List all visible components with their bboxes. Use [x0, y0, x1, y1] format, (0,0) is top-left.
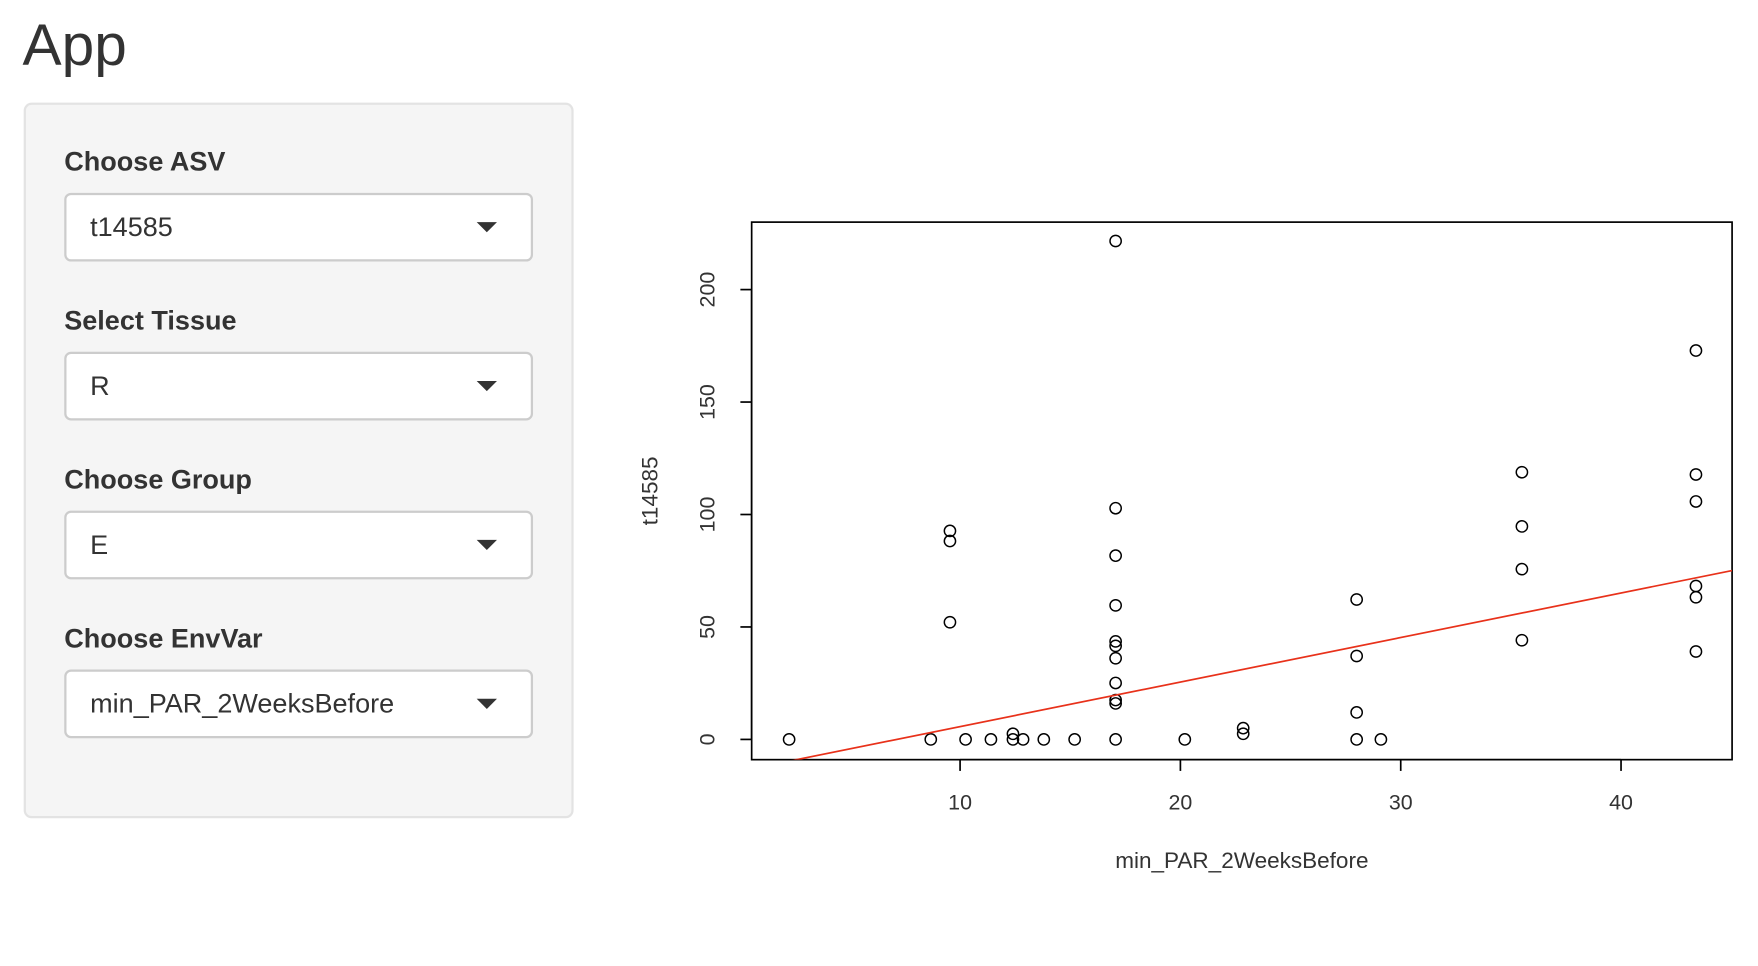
- x-tick-label: 20: [1168, 790, 1192, 814]
- select-input[interactable]: R: [64, 351, 534, 421]
- data-point: [1689, 468, 1703, 481]
- select-box[interactable]: [64, 510, 534, 580]
- data-point: [1515, 562, 1529, 576]
- data-point: [984, 733, 998, 746]
- app-title: App: [23, 13, 127, 78]
- input-label: Choose Group: [64, 464, 252, 494]
- select-value[interactable]: t14585: [90, 212, 173, 242]
- data-point: [1037, 733, 1051, 746]
- data-point: [1109, 634, 1122, 648]
- dropdown-caret[interactable]: [476, 698, 497, 709]
- select-value[interactable]: min_PAR_2WeeksBefore: [90, 689, 394, 719]
- data-point: [1109, 651, 1122, 665]
- data-point: [1109, 676, 1122, 690]
- input-label: Choose EnvVar: [64, 623, 263, 653]
- dropdown-caret[interactable]: [476, 381, 497, 392]
- data-point: [1689, 590, 1703, 604]
- data-point: [1236, 727, 1250, 741]
- data-point: [943, 534, 957, 548]
- y-tick-label: 50: [695, 615, 719, 639]
- data-point: [1236, 721, 1250, 735]
- data-point: [1350, 649, 1364, 663]
- data-point: [1109, 549, 1122, 563]
- x-tick-label: 30: [1389, 790, 1413, 814]
- data-point: [1109, 599, 1122, 612]
- data-point: [1374, 733, 1388, 746]
- data-point: [1689, 645, 1703, 658]
- sidebar-panel: [23, 102, 574, 819]
- data-point: [1515, 520, 1529, 533]
- dropdown-caret[interactable]: [476, 539, 497, 551]
- data-point: [924, 733, 938, 746]
- data-point: [1689, 579, 1703, 593]
- input-label: Select Tissue: [64, 306, 236, 336]
- select-input[interactable]: E: [64, 510, 534, 580]
- y-tick-label: 0: [695, 733, 719, 745]
- input-label: Choose ASV: [64, 147, 225, 177]
- plot-frame: [750, 221, 1733, 761]
- dropdown-caret[interactable]: [476, 222, 497, 233]
- x-tick-label: 10: [948, 790, 972, 814]
- select-box[interactable]: [64, 351, 534, 421]
- y-tick-label: 100: [695, 497, 719, 533]
- select-value[interactable]: E: [90, 530, 108, 560]
- data-point: [943, 615, 957, 629]
- select-value[interactable]: R: [90, 371, 110, 401]
- select-input[interactable]: min_PAR_2WeeksBefore: [64, 669, 534, 739]
- y-axis-label: t14585: [637, 456, 662, 525]
- data-point: [1515, 465, 1529, 479]
- data-point: [1515, 633, 1529, 647]
- regression-line: [792, 569, 1733, 760]
- data-point: [782, 733, 796, 746]
- data-point: [1109, 639, 1122, 653]
- data-point: [1016, 733, 1030, 746]
- y-tick-label: 150: [695, 384, 719, 420]
- y-tick-label: 200: [695, 272, 719, 308]
- plot: 10 20 30 40 0 50 100 150 200 min_PAR_2WeeksBefore…: [637, 221, 1733, 873]
- inputs: Choose ASV t14585 Select Tissue R Choose Gro…: [64, 147, 534, 739]
- data-point: [1109, 234, 1122, 248]
- data-point: [1350, 733, 1364, 746]
- data-point: [1006, 733, 1020, 746]
- data-point: [1109, 501, 1122, 515]
- data-point: [1178, 733, 1192, 746]
- data-point: [1350, 706, 1364, 719]
- data-point: [1109, 697, 1122, 710]
- data-point: [1109, 733, 1122, 746]
- data-point: [1689, 495, 1703, 508]
- data-point: [1689, 344, 1703, 357]
- select-box[interactable]: [64, 192, 534, 262]
- select-input[interactable]: t14585: [64, 192, 534, 262]
- data-point: [959, 733, 972, 746]
- data-point: [1006, 727, 1020, 741]
- x-axis-label: min_PAR_2WeeksBefore: [1115, 848, 1368, 873]
- data-point: [1068, 733, 1082, 746]
- data-point: [1350, 593, 1364, 606]
- select-box[interactable]: [64, 669, 534, 739]
- data-point: [943, 524, 957, 538]
- x-tick-label: 40: [1609, 790, 1633, 814]
